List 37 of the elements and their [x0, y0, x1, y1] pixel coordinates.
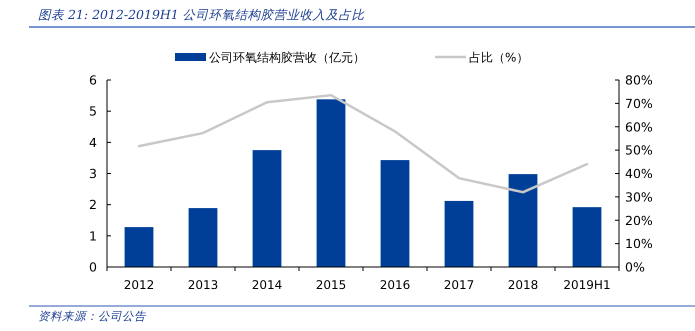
y-tick-label: 0: [89, 260, 98, 274]
y2-tick-label: 20%: [625, 212, 653, 228]
y-tick-label: 1: [89, 228, 97, 244]
chart-title: 图表 21: 2012-2019H1 公司环氧结构胶营业收入及占比: [38, 7, 366, 22]
bar: [252, 150, 282, 267]
y-tick-label: 2: [89, 197, 97, 212]
y2-tick-label: 10%: [625, 236, 653, 252]
y-tick-label: 5: [89, 104, 97, 119]
bar: [124, 227, 154, 267]
x-tick-label: 2013: [188, 278, 218, 292]
bar: [316, 99, 346, 267]
text: 资料来源：公司公告: [38, 309, 147, 323]
y2-tick-label: 30%: [625, 189, 653, 204]
y-tick-label: 3: [89, 166, 97, 181]
x-tick-label: 2019H1: [563, 278, 611, 292]
bar: [572, 207, 602, 267]
y-tick-label: 6: [89, 72, 98, 88]
y-tick-label: 4: [89, 134, 98, 150]
bar: [380, 160, 410, 267]
bar: [444, 200, 474, 267]
x-tick-label: 2012: [124, 278, 154, 292]
bar: [188, 208, 218, 267]
legend-label: 公司环氧结构胶营收（亿元）: [209, 50, 365, 64]
line-series: [138, 94, 588, 194]
x-tick-label: 2017: [444, 278, 474, 292]
y2-tick-label: 70%: [625, 96, 653, 111]
y2-tick-label: 80%: [625, 72, 653, 88]
x-tick-label: 2018: [508, 278, 538, 292]
y2-tick-label: 60%: [625, 119, 653, 134]
y2-tick-label: 50%: [625, 142, 653, 158]
legend-label: 占比（%）: [469, 50, 528, 64]
bar: [508, 174, 538, 267]
y2-tick-label: 0%: [625, 260, 645, 274]
x-tick-label: 2016: [380, 278, 410, 292]
x-tick-label: 2015: [316, 278, 346, 292]
y2-tick-label: 40%: [625, 166, 653, 181]
x-tick-label: 2014: [252, 278, 282, 292]
